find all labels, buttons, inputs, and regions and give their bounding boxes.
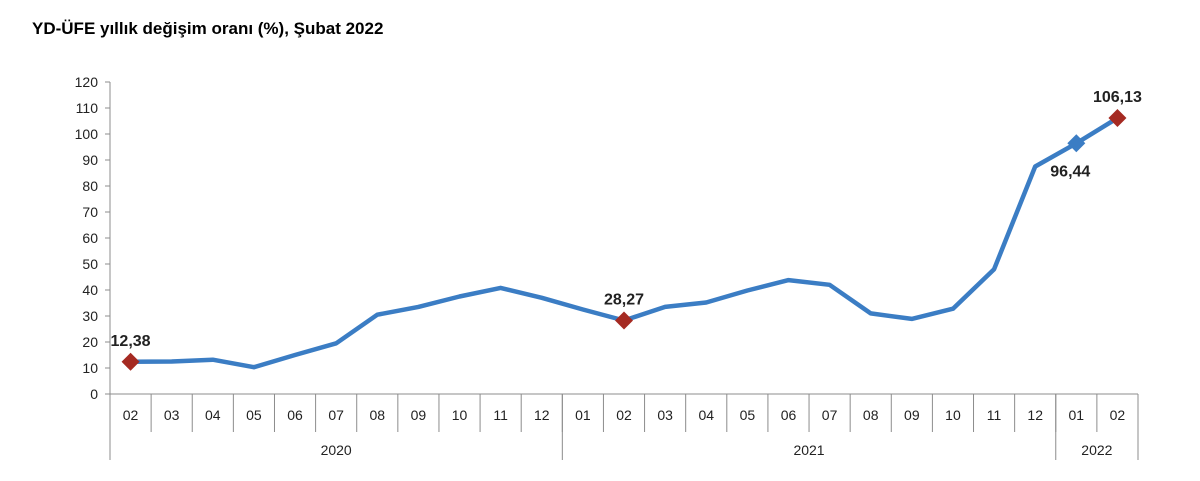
x-tick-label: 10 — [452, 407, 468, 423]
data-label: 96,44 — [1050, 163, 1090, 180]
y-tick-label: 70 — [82, 204, 98, 220]
x-tick-label: 04 — [205, 407, 221, 423]
x-tick-label: 04 — [698, 407, 714, 423]
x-tick-label: 02 — [123, 407, 139, 423]
diamond-marker — [1108, 109, 1127, 128]
x-tick-label: 12 — [534, 407, 550, 423]
x-tick-label: 11 — [987, 407, 1002, 423]
x-tick-label: 03 — [164, 407, 180, 423]
y-tick-label: 40 — [82, 282, 98, 298]
x-tick-label: 03 — [657, 407, 673, 423]
x-tick-label: 01 — [1069, 407, 1085, 423]
x-tick-label: 02 — [1110, 407, 1126, 423]
y-tick-label: 20 — [82, 334, 98, 350]
annotation-layer: 12,38 28,27 96,44 106,13 — [111, 89, 1142, 371]
year-group-label: 2021 — [793, 442, 824, 458]
series-layer — [128, 115, 1120, 370]
series-line — [128, 115, 1120, 370]
y-tick-label: 30 — [82, 308, 98, 324]
x-tick-label: 05 — [246, 407, 262, 423]
data-label: 106,13 — [1093, 89, 1142, 106]
y-tick-label: 80 — [82, 178, 98, 194]
x-tick-label: 05 — [740, 407, 756, 423]
x-tick-label: 02 — [616, 407, 632, 423]
y-tick-label: 110 — [76, 100, 99, 116]
x-tick-label: 01 — [575, 407, 591, 423]
diamond-marker — [615, 311, 633, 330]
x-tick-label: 12 — [1027, 407, 1043, 423]
chart-title: YD-ÜFE yıllık değişim oranı (%), Şubat 2… — [32, 19, 384, 38]
x-tick-label: 10 — [945, 407, 961, 423]
x-tick-label: 06 — [781, 407, 797, 423]
year-group-label: 2020 — [321, 442, 352, 458]
x-tick-label: 11 — [493, 407, 508, 423]
y-tick-label: 10 — [82, 360, 98, 376]
data-label: 28,27 — [604, 291, 644, 308]
x-tick-label: 07 — [328, 407, 344, 423]
x-tick-label: 08 — [863, 407, 879, 423]
year-group-label: 2022 — [1081, 442, 1112, 458]
x-axis: 02 03 04 05 06 07 08 09 10 11 12 01 02 03 04 05 06 07 08 09… — [109, 393, 1139, 460]
y-tick-label: 60 — [82, 230, 98, 246]
diamond-marker — [121, 352, 140, 371]
data-label: 12,38 — [111, 333, 151, 350]
x-tick-label: 09 — [904, 407, 920, 423]
y-tick-label: 0 — [90, 386, 98, 402]
diamond-marker — [1067, 134, 1086, 153]
x-tick-label: 08 — [369, 407, 385, 423]
x-tick-label: 09 — [411, 407, 427, 423]
y-tick-label: 100 — [75, 126, 99, 142]
chart-axes: 0 10 20 30 40 50 60 70 80 90 100 110 120 — [75, 74, 111, 402]
y-tick-label: 90 — [82, 152, 98, 168]
y-tick-label: 120 — [75, 74, 99, 90]
x-tick-label: 06 — [287, 407, 303, 423]
x-tick-label: 07 — [822, 407, 838, 423]
y-tick-label: 50 — [82, 256, 98, 272]
